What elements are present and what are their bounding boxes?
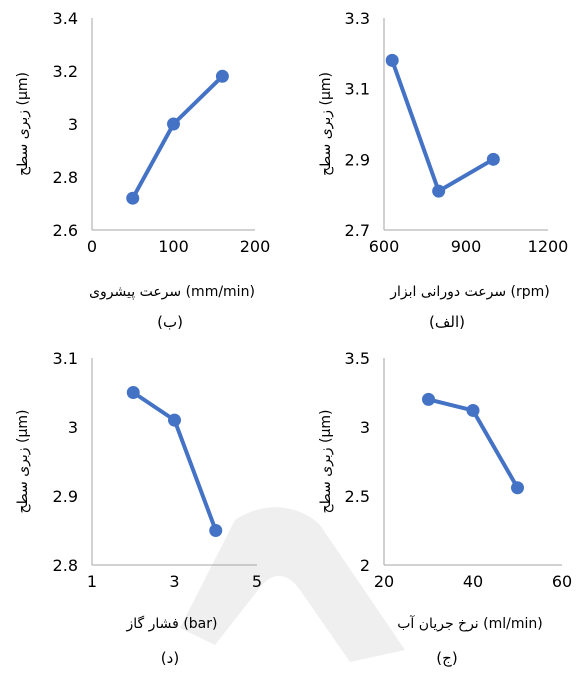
data-point [209, 524, 223, 537]
x-tick-label: 3 [169, 572, 179, 591]
y-tick-label: 3 [360, 418, 370, 437]
panel-caption: (ب) [157, 313, 183, 331]
chart-panel-be: 2.6 2.8 3 3.2 3.4 0 100 200 سرعت پیشروی (mm/min)… [15, 9, 270, 331]
x-axis-label: سرعت پیشروی (mm/min) [89, 284, 255, 300]
data-point [215, 69, 229, 83]
x-tick-label: 100 [158, 237, 189, 256]
y-tick-label: 3.1 [345, 80, 370, 99]
series-line [390, 58, 496, 194]
series-line [130, 74, 225, 201]
data-point [511, 481, 524, 495]
x-axis-label: نرخ جریان آب (ml/min) [397, 615, 542, 632]
y-tick-label: 2.9 [345, 150, 370, 169]
y-tick-label: 2.6 [53, 221, 78, 240]
y-axis-label: زبری سطح (µm) [15, 410, 31, 514]
chart-panel-alef: 2.7 2.9 3.1 3.3 600 900 1200 سرعت دورانی ابزار … [318, 9, 568, 331]
data-point [126, 386, 140, 399]
y-tick-label: 3.4 [53, 9, 78, 28]
x-tick-label: 1 [87, 572, 97, 591]
x-tick-label: 20 [374, 572, 394, 591]
data-point [422, 392, 435, 406]
y-tick-label: 2.9 [53, 487, 78, 506]
y-tick-label: 3.1 [53, 349, 78, 368]
data-point [168, 413, 181, 427]
data-point [385, 53, 399, 67]
y-tick-label: 3 [68, 115, 78, 134]
y-tick-label: 3.3 [345, 9, 370, 28]
y-axis-label: زبری سطح (µm) [15, 72, 31, 176]
data-point [167, 117, 180, 131]
x-tick-label: 5 [252, 572, 262, 591]
x-tick-label: 900 [451, 237, 482, 256]
panel-caption: (الف) [429, 313, 465, 331]
y-tick-label: 2.8 [53, 556, 78, 575]
x-axis-label: فشار گاز (bar) [126, 615, 218, 632]
y-tick-label: 3.5 [345, 349, 370, 368]
watermark-shape [180, 507, 405, 662]
chart-panel-dal: 2.8 2.9 3 3.1 1 3 5 فشار گاز (bar) زبری سطح (µm)… [15, 349, 262, 667]
y-axis-label: زبری سطح (µm) [318, 410, 334, 514]
y-tick-label: 2.5 [345, 487, 370, 506]
data-point [432, 184, 446, 198]
panel-caption: (د) [161, 649, 179, 667]
y-tick-label: 2.8 [53, 168, 78, 187]
x-tick-label: 40 [463, 572, 483, 591]
data-point [466, 403, 480, 417]
chart-panel-jim: 2 2.5 3 3.5 20 40 60 نرخ جریان آب (ml/min) زبری … [318, 349, 572, 668]
series-line [131, 390, 218, 533]
y-tick-label: 2.7 [345, 221, 370, 240]
x-tick-label: 0 [87, 237, 97, 256]
data-point [486, 152, 500, 166]
y-tick-label: 2 [360, 556, 370, 575]
y-axis-label: زبری سطح (µm) [318, 72, 334, 176]
data-point [126, 191, 140, 205]
panel-caption: (ج) [436, 649, 457, 668]
x-tick-label: 200 [240, 237, 271, 256]
x-axis-label: سرعت دورانی ابزار (rpm) [389, 284, 549, 300]
x-tick-label: 60 [552, 572, 572, 591]
y-tick-label: 3 [68, 418, 78, 437]
x-tick-label: 600 [369, 237, 400, 256]
y-tick-label: 3.2 [53, 62, 78, 81]
x-tick-label: 1200 [528, 237, 569, 256]
